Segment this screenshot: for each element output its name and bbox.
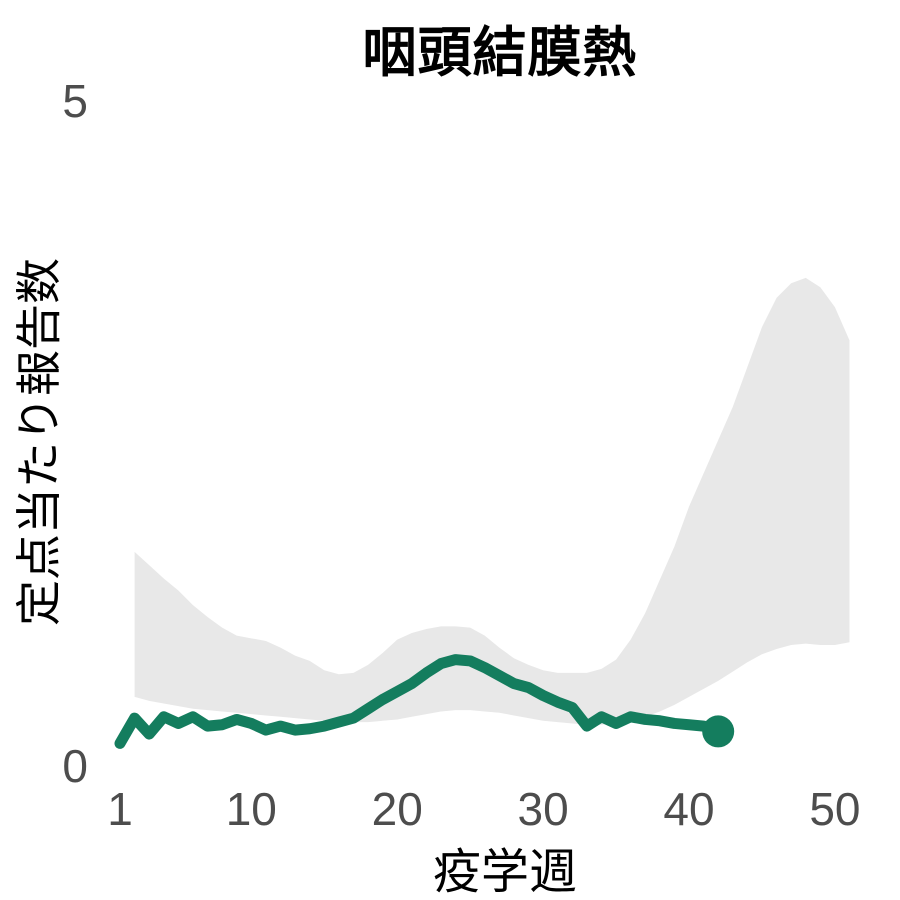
x-tick-label-20: 20 xyxy=(371,783,423,835)
x-tick-label-30: 30 xyxy=(517,783,569,835)
latest-week-point xyxy=(702,715,735,748)
y-tick-label-5: 5 xyxy=(62,75,88,127)
x-tick-label-50: 50 xyxy=(809,783,861,835)
x-axis-title: 疫学週 xyxy=(432,846,577,899)
x-tick-label-40: 40 xyxy=(663,783,715,835)
x-tick-label-1: 1 xyxy=(107,783,133,835)
x-tick-label-10: 10 xyxy=(225,783,277,835)
y-tick-label-0: 0 xyxy=(62,740,88,792)
chart-title: 咽頭結膜熱 xyxy=(362,23,638,83)
weekly-reports-current-line xyxy=(114,654,724,749)
historical-range-band xyxy=(134,277,850,725)
